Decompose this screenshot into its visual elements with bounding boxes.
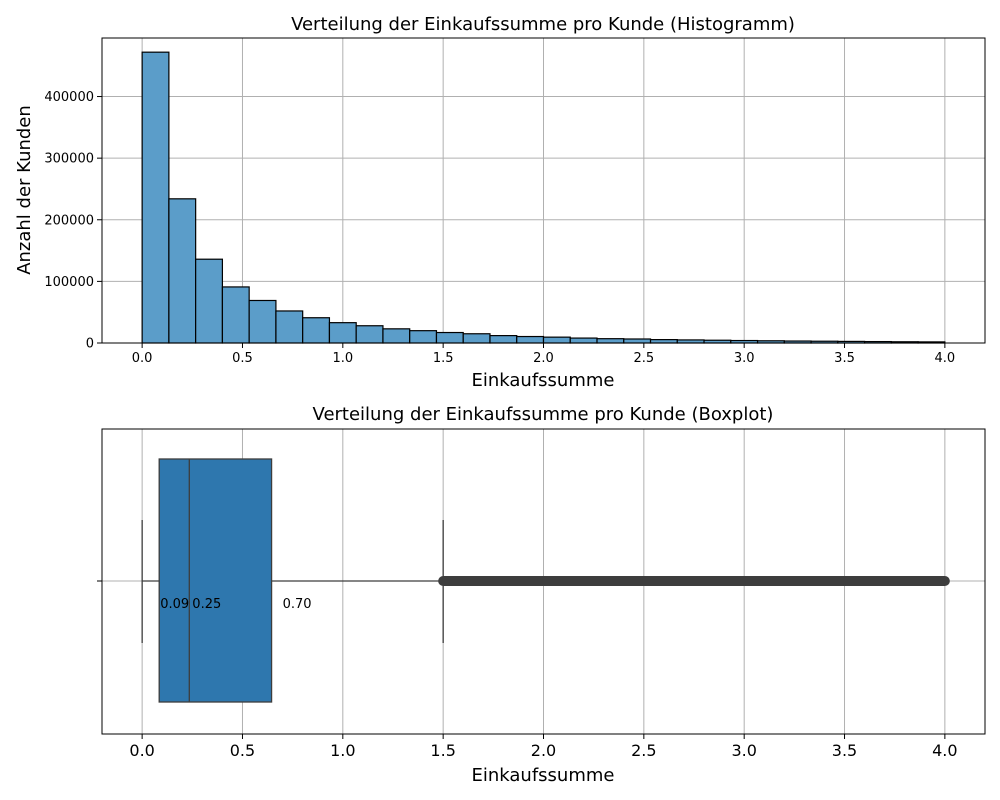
histogram-bar: [328, 322, 357, 344]
histogram-x-tick-label: 2.5: [633, 351, 654, 366]
boxplot-annotation: 0.70: [283, 597, 312, 612]
boxplot-x-tick-label: 3.0: [731, 741, 756, 760]
boxplot-marks: [141, 458, 950, 703]
histogram-bar: [275, 310, 304, 344]
histogram-x-tick-label: 1.0: [332, 351, 353, 366]
histogram-y-tick-label: 100000: [44, 275, 94, 290]
boxplot-x-tick-label: 3.5: [832, 741, 857, 760]
histogram-y-tick-label: 0: [86, 337, 94, 352]
histogram-x-tick-label: 3.0: [734, 351, 755, 366]
boxplot-x-tick-label: 0.0: [129, 741, 154, 760]
histogram-bar: [569, 337, 598, 344]
histogram-bar: [302, 317, 331, 344]
histogram-bar: [462, 333, 491, 344]
boxplot-box: [158, 458, 273, 703]
boxplot-x-tick-label: 0.5: [230, 741, 255, 760]
histogram-x-tick-label: 0.0: [132, 351, 153, 366]
boxplot-x-tick-label: 2.0: [531, 741, 556, 760]
histogram-bar: [141, 51, 170, 344]
histogram-x-tick-label: 4.0: [935, 351, 956, 366]
boxplot-x-ticks: 0.0 0.5 1.0 1.5 2.0 2.5 3.0 3.5 4.0: [97, 580, 958, 760]
histogram-x-tick-label: 0.5: [232, 351, 253, 366]
histogram-bar: [409, 330, 438, 344]
boxplot-annotations: 0.09 0.25 0.70: [160, 597, 311, 612]
histogram-bars: [141, 51, 946, 344]
histogram-y-tick-label: 300000: [44, 152, 94, 167]
histogram-y-ticks: 0 100000 200000 300000 400000: [44, 90, 102, 352]
histogram-title: Verteilung der Einkaufssumme pro Kunde (…: [291, 14, 795, 35]
histogram-x-axis-label: Einkaufssumme: [472, 370, 615, 391]
histogram-x-ticks: 0.0 0.5 1.0 1.5 2.0 2.5 3.0 3.5 4.0: [132, 343, 955, 366]
boxplot-x-tick-label: 1.5: [430, 741, 455, 760]
boxplot-x-tick-label: 4.0: [932, 741, 957, 760]
boxplot-annotation: 0.09: [160, 597, 189, 612]
histogram-bar: [248, 299, 277, 344]
histogram-bar: [489, 335, 518, 344]
histogram-bar: [168, 198, 197, 344]
boxplot-x-tick-label: 2.5: [631, 741, 656, 760]
histogram-bar: [649, 339, 678, 344]
histogram-bar: [221, 286, 250, 344]
boxplot-x-axis-label: Einkaufssumme: [472, 765, 615, 786]
histogram-x-tick-label: 2.0: [533, 351, 554, 366]
histogram-bar: [516, 335, 545, 344]
histogram-x-tick-label: 3.5: [834, 351, 855, 366]
histogram-y-axis-label: Anzahl der Kunden: [14, 105, 35, 275]
histogram-x-tick-label: 1.5: [433, 351, 454, 366]
histogram-bar: [435, 331, 464, 344]
boxplot-annotation: 0.25: [192, 597, 221, 612]
histogram-bar: [542, 336, 571, 344]
histogram-y-tick-label: 200000: [44, 213, 94, 228]
histogram-bar: [195, 258, 224, 344]
boxplot-panel: Verteilung der Einkaufssumme pro Kunde (…: [97, 404, 986, 786]
boxplot-title: Verteilung der Einkaufssumme pro Kunde (…: [313, 404, 774, 425]
histogram-panel: Verteilung der Einkaufssumme pro Kunde (…: [14, 14, 986, 391]
histogram-bar: [355, 325, 384, 344]
boxplot-x-tick-label: 1.0: [330, 741, 355, 760]
histogram-bar: [596, 338, 625, 344]
histogram-bar: [623, 338, 652, 344]
histogram-bar: [382, 328, 411, 344]
histogram-y-tick-label: 400000: [44, 90, 94, 105]
